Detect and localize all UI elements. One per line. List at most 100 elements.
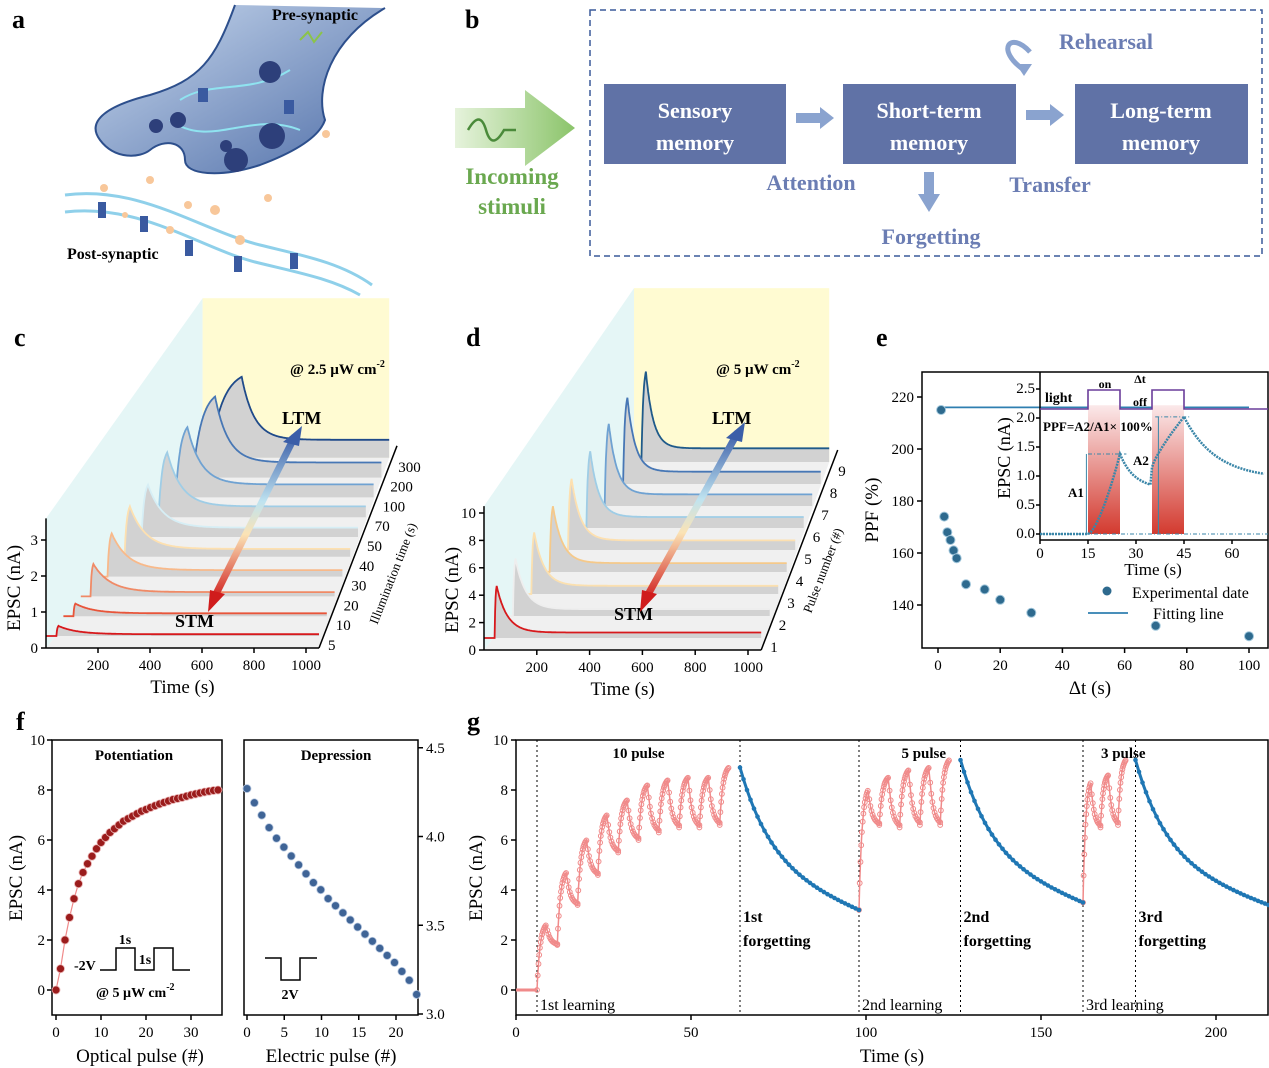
forgetting-point	[807, 880, 813, 886]
learning-point	[705, 774, 712, 781]
forgetting-point	[1000, 846, 1005, 852]
learning-point	[1087, 780, 1094, 787]
forgetting-point	[825, 891, 830, 897]
learning-point	[606, 829, 613, 835]
forgetting-point	[993, 837, 998, 842]
learning-point	[719, 791, 725, 797]
memory-model-diagram	[455, 9, 1263, 257]
forgetting-point	[772, 845, 778, 850]
learning-point	[598, 828, 605, 834]
z-axis	[318, 445, 398, 649]
learning-point	[1115, 819, 1121, 826]
potentiation-point	[87, 851, 97, 861]
learning-point	[564, 878, 571, 884]
learning-point	[707, 796, 714, 803]
learning-point	[1106, 785, 1113, 791]
inset-y-tick-label: 2.0	[1016, 410, 1035, 426]
y-axis-label: EPSC (nA)	[466, 835, 487, 921]
forgetting-point	[1199, 869, 1205, 874]
learning-point	[582, 838, 589, 845]
learning-point	[644, 782, 651, 789]
learning-point	[937, 822, 944, 828]
learning-point	[1115, 822, 1121, 828]
forgetting-point	[1224, 884, 1229, 889]
learning-point	[721, 775, 727, 782]
depression-point	[367, 936, 377, 946]
learning-point	[1085, 791, 1091, 798]
forgetting-point	[1266, 902, 1269, 908]
learning-point	[595, 858, 602, 865]
learning-point	[917, 819, 923, 826]
forgetting-phase-label: 1st	[743, 909, 763, 926]
forgetting-phase-label: forgetting	[1139, 933, 1207, 950]
depression-title: Depression	[301, 748, 372, 764]
learning-point	[907, 781, 913, 788]
intensity-label: @ 5 µW cm-2	[96, 982, 175, 1001]
forgetting-point	[765, 834, 771, 840]
forgetting-phase-label: 3rd	[1139, 909, 1163, 926]
inset-x-axis-label: Time (s)	[1124, 560, 1181, 579]
y-tick-label: 3.5	[426, 918, 445, 934]
floor	[484, 462, 830, 650]
series-line-5	[46, 624, 319, 637]
z-tick-label: 2	[779, 618, 787, 634]
forgetting-point	[1175, 846, 1180, 852]
learning-point	[636, 824, 643, 831]
learning-point	[1082, 821, 1089, 828]
learning-point	[938, 796, 945, 802]
depression-point	[404, 975, 414, 985]
learning-point	[919, 791, 925, 797]
learning-point	[637, 807, 644, 814]
learning-point	[623, 798, 630, 805]
x-tick-label: 20	[139, 1025, 154, 1041]
forgetting-point	[1147, 798, 1152, 804]
inset-y-axis-label: EPSC (nA)	[994, 417, 1015, 499]
z-tick-label: 50	[367, 539, 382, 555]
dt-label: Δt	[1134, 372, 1146, 386]
pulse-width-label: 1s	[119, 933, 132, 948]
forgetting-point	[1077, 898, 1082, 904]
data-point	[939, 511, 950, 522]
learning-point	[890, 809, 896, 816]
forgetting-point	[793, 869, 799, 874]
arrow-head-icon	[640, 590, 657, 612]
legend-label: Experimental date	[1132, 585, 1249, 602]
forgetting-point	[1024, 869, 1030, 875]
short-term-line1: Short-term	[876, 98, 981, 123]
forgetting-point	[1171, 842, 1177, 847]
y-tick-label: 10	[30, 733, 45, 749]
forgetting-point	[1196, 866, 1201, 872]
learning-point	[576, 876, 582, 882]
learning-point	[658, 801, 664, 807]
forgetting-point	[1038, 879, 1044, 884]
learning-point	[927, 779, 934, 786]
forgetting-point	[1031, 874, 1037, 880]
learning-point	[1097, 824, 1104, 831]
learning-point	[1118, 769, 1125, 776]
incoming-label: Incoming	[465, 164, 559, 189]
ltm-label: LTM	[712, 408, 751, 428]
learning-point	[660, 787, 667, 794]
learning-point	[603, 812, 610, 819]
chart-panel-g: 0 50 100 150 200 0 2 4 6 8 10 Time (s) EPSC (nA) 10 p…	[466, 733, 1269, 1067]
inset-x-tick-label: 0	[1036, 546, 1044, 562]
z-axis	[760, 449, 839, 651]
learning-point	[676, 822, 682, 829]
forgetting-point	[982, 820, 988, 826]
series-line-2	[502, 558, 770, 617]
forgetting-point	[1245, 894, 1250, 899]
forgetting-point	[986, 826, 991, 832]
data-point	[960, 579, 971, 590]
potentiation-point	[213, 785, 223, 795]
learning-point	[698, 797, 705, 804]
learning-point	[1108, 802, 1115, 808]
off-label: off	[1133, 395, 1148, 409]
learning-point	[663, 778, 670, 785]
learning-point	[635, 835, 642, 841]
y-tick-label: 4.0	[426, 830, 445, 846]
potentiation-point	[83, 859, 92, 869]
learning-point	[1081, 851, 1088, 858]
learning-point	[900, 782, 907, 789]
learning-point	[643, 783, 650, 790]
